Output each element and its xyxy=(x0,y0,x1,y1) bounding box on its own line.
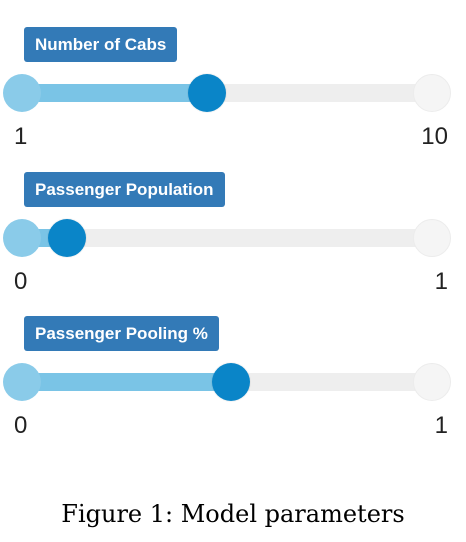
slider-label-passenger-population: Passenger Population xyxy=(24,172,225,207)
slider-max-label: 10 xyxy=(421,123,448,150)
slider-value-handle[interactable] xyxy=(212,363,251,401)
slider-min-label: 0 xyxy=(14,268,28,295)
slider-label-passenger-pooling: Passenger Pooling % xyxy=(24,316,219,351)
slider-passenger-population: Passenger Population 0 1 xyxy=(0,172,466,312)
slider-number-of-cabs: Number of Cabs 1 10 xyxy=(0,27,466,167)
slider-label-number-of-cabs: Number of Cabs xyxy=(24,27,178,62)
slider-fill xyxy=(22,84,207,102)
slider-track[interactable] xyxy=(22,84,432,102)
slider-max-label: 1 xyxy=(434,268,448,295)
slider-min-handle[interactable] xyxy=(3,74,41,112)
slider-passenger-pooling: Passenger Pooling % 0 1 xyxy=(0,316,466,456)
slider-min-handle[interactable] xyxy=(3,219,41,257)
slider-fill xyxy=(22,373,232,391)
slider-max-handle[interactable] xyxy=(413,219,451,257)
figure-caption: Figure 1: Model parameters xyxy=(61,500,405,528)
slider-max-handle[interactable] xyxy=(413,74,451,112)
slider-max-label: 1 xyxy=(434,412,448,439)
slider-min-label: 0 xyxy=(14,412,28,439)
slider-value-handle[interactable] xyxy=(48,219,87,257)
slider-max-handle[interactable] xyxy=(413,363,451,401)
slider-value-handle[interactable] xyxy=(187,74,226,112)
slider-min-handle[interactable] xyxy=(3,363,41,401)
slider-min-label: 1 xyxy=(14,123,28,150)
